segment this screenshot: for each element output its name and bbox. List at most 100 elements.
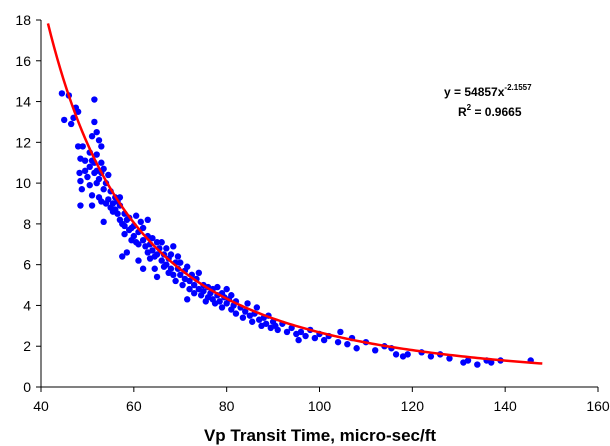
x-tick-label: 120 [401, 398, 425, 414]
data-point [98, 143, 105, 150]
data-point [153, 239, 161, 246]
data-point [98, 159, 105, 166]
data-point [179, 281, 186, 289]
power-trendline [46, 23, 543, 365]
y-tick-label: 12 [15, 134, 31, 150]
data-point [228, 292, 235, 299]
y-tick-label: 6 [23, 257, 31, 273]
y-tick-label: 4 [23, 297, 31, 313]
data-point [195, 269, 203, 277]
data-point [184, 296, 191, 303]
data-point [167, 251, 175, 258]
data-point [121, 230, 128, 238]
data-point [88, 202, 96, 209]
data-point [214, 283, 221, 291]
data-point [139, 265, 147, 272]
data-point [427, 353, 435, 360]
data-point [392, 351, 400, 358]
data-point [372, 347, 379, 354]
data-point [163, 245, 170, 252]
r2-value: = 0.9665 [471, 105, 522, 119]
data-point [232, 310, 240, 317]
data-point [76, 169, 83, 177]
data-point [86, 181, 93, 189]
data-point [130, 232, 138, 240]
data-point [172, 277, 179, 285]
data-point [93, 151, 100, 158]
data-point [186, 285, 193, 293]
data-point [488, 359, 495, 366]
data-point [100, 218, 107, 226]
r2-base: R [458, 105, 467, 119]
data-point [353, 345, 360, 352]
y-tick-label: 2 [23, 338, 31, 354]
data-point [88, 192, 96, 199]
data-point [77, 177, 84, 185]
x-tick-label: 160 [586, 398, 610, 414]
data-point [135, 241, 142, 248]
y-tick-label: 8 [23, 216, 31, 232]
y-tick-label: 18 [15, 12, 31, 28]
data-point [100, 186, 107, 193]
data-point [139, 224, 147, 232]
data-point [184, 263, 191, 270]
data-point [170, 271, 177, 279]
data-point [105, 171, 112, 179]
y-tick-label: 16 [15, 53, 31, 69]
y-tick-label: 10 [15, 175, 31, 191]
data-point [216, 298, 223, 305]
data-point [132, 212, 140, 219]
trendline-equation: y = 54857x-2.1557 [444, 83, 532, 99]
data-point [149, 234, 156, 242]
data-point [121, 222, 128, 230]
data-point [81, 167, 89, 175]
data-point [105, 196, 112, 203]
data-point [464, 357, 472, 364]
data-point [95, 137, 103, 144]
data-point [223, 285, 230, 293]
data-point [446, 355, 453, 362]
r2-exponent: 2 [467, 103, 472, 112]
data-point [474, 361, 481, 368]
x-tick-label: 60 [126, 398, 142, 414]
data-point [190, 290, 198, 297]
x-axis-title: Vp Transit Time, micro-sec/ft [204, 426, 436, 445]
data-point [79, 143, 86, 150]
data-point [242, 308, 249, 315]
data-point [200, 287, 207, 295]
data-point [144, 216, 151, 224]
data-point [344, 340, 351, 348]
data-point [61, 116, 68, 124]
data-point [58, 90, 66, 97]
x-tick-label: 40 [33, 398, 49, 414]
data-point [158, 257, 165, 264]
data-point [283, 328, 291, 336]
data-point [84, 173, 91, 181]
data-point [77, 202, 84, 209]
data-point [218, 304, 226, 311]
data-point [244, 300, 251, 307]
data-point [91, 118, 98, 126]
data-point [174, 253, 182, 260]
data-point [158, 239, 165, 246]
data-point [239, 314, 247, 321]
data-point [186, 277, 193, 285]
equation-exponent: -2.1557 [504, 83, 532, 92]
data-point [119, 253, 126, 260]
data-point [114, 210, 121, 217]
x-tick-label: 80 [219, 398, 235, 414]
data-point [86, 163, 93, 170]
data-point [95, 175, 103, 183]
data-point [74, 143, 82, 150]
data-point [78, 186, 86, 193]
data-point [253, 304, 261, 311]
data-point [190, 281, 198, 289]
data-point [248, 318, 256, 325]
data-point [153, 273, 161, 281]
data-point [151, 265, 158, 272]
data-point [170, 243, 177, 250]
data-point [137, 218, 144, 226]
data-point [274, 326, 281, 334]
data-point [135, 257, 142, 264]
data-point [81, 157, 89, 164]
